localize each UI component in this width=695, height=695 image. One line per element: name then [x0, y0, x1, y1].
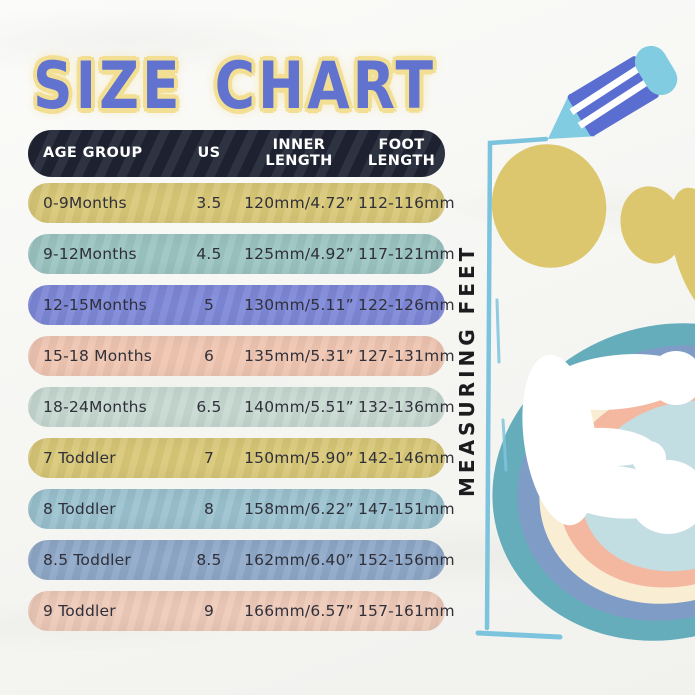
table-row: 18-24Months 6.5 140mm/5.51” 132-136mm — [28, 387, 455, 427]
us-size-cell: 9 — [203, 602, 215, 620]
age-group-cell: 15-18 Months — [43, 347, 153, 365]
table-row: 7 Toddler 7 150mm/5.90” 142-146mm — [28, 438, 455, 478]
us-size-cell: 8 — [203, 500, 215, 518]
measuring-bracket-icon — [475, 136, 563, 640]
table-row: 15-18 Months 6 135mm/5.31” 127-131mm — [28, 336, 455, 376]
us-size-cell: 6.5 — [196, 398, 222, 416]
page-title: SIZE CHART — [33, 48, 437, 124]
us-size-cell: 5 — [203, 296, 215, 314]
us-size-cell: 3.5 — [196, 194, 222, 212]
age-group-cell: 12-15Months — [43, 296, 147, 314]
age-group-cell: 8.5 Toddler — [43, 551, 131, 569]
table-row: 0-9Months 3.5 120mm/4.72” 112-116mm — [28, 183, 455, 223]
foot-length-cell: 142-146mm — [358, 449, 455, 467]
inner-length-cell: 135mm/5.31” — [244, 347, 354, 365]
foot-length-cell: 117-121mm — [358, 245, 455, 263]
foot-length-cell: 122-126mm — [358, 296, 455, 314]
foot-length-cell: 127-131mm — [358, 347, 455, 365]
us-size-cell: 7 — [203, 449, 215, 467]
header-inner-length-text: INNER LENGTH — [265, 137, 333, 169]
pencil-icon — [547, 45, 678, 139]
foot-length-cell: 157-161mm — [358, 602, 455, 620]
us-size-cell: 8.5 — [196, 551, 222, 569]
header-foot-length: FOOT LENGTH — [358, 137, 445, 169]
table-row: 9 Toddler 9 166mm/6.57” 157-161mm — [28, 591, 455, 631]
inner-length-cell: 125mm/4.92” — [244, 245, 354, 263]
size-table: AGE GROUP US INNER LENGTH FOOT LENGTH 0-… — [28, 130, 455, 642]
foot-length-cell: 132-136mm — [358, 398, 455, 416]
age-group-cell: 7 Toddler — [43, 449, 116, 467]
measuring-feet-label: MEASURING FEET — [455, 243, 479, 497]
age-group-cell: 9 Toddler — [43, 602, 116, 620]
header-age-group: AGE GROUP — [43, 144, 143, 161]
inner-length-cell: 120mm/4.72” — [244, 194, 354, 212]
inner-length-cell: 150mm/5.90” — [244, 449, 354, 467]
inner-length-cell: 166mm/6.57” — [244, 602, 354, 620]
table-header: AGE GROUP US INNER LENGTH FOOT LENGTH — [28, 130, 445, 177]
foot-length-cell: 147-151mm — [358, 500, 455, 518]
inner-length-cell: 140mm/5.51” — [244, 398, 354, 416]
inner-length-cell: 130mm/5.11” — [244, 296, 354, 314]
inner-length-cell: 158mm/6.22” — [244, 500, 354, 518]
age-group-cell: 9-12Months — [43, 245, 137, 263]
table-row: 9-12Months 4.5 125mm/4.92” 117-121mm — [28, 234, 455, 274]
header-us: US — [197, 144, 221, 161]
table-row: 12-15Months 5 130mm/5.11” 122-126mm — [28, 285, 455, 325]
age-group-cell: 8 Toddler — [43, 500, 116, 518]
foot-toes — [491, 144, 695, 323]
us-size-cell: 6 — [203, 347, 215, 365]
age-group-cell: 18-24Months — [43, 398, 147, 416]
foot-length-cell: 112-116mm — [358, 194, 455, 212]
table-row: 8.5 Toddler 8.5 162mm/6.40” 152-156mm — [28, 540, 455, 580]
table-row: 8 Toddler 8 158mm/6.22” 147-151mm — [28, 489, 455, 529]
age-group-cell: 0-9Months — [43, 194, 127, 212]
header-foot-length-text: FOOT LENGTH — [367, 137, 436, 169]
inner-length-cell: 162mm/6.40” — [244, 551, 354, 569]
us-size-cell: 4.5 — [196, 245, 222, 263]
foot-icon — [492, 323, 695, 641]
header-inner-length: INNER LENGTH — [240, 137, 358, 169]
sole-squiggle — [522, 351, 695, 534]
foot-length-cell: 152-156mm — [358, 551, 455, 569]
